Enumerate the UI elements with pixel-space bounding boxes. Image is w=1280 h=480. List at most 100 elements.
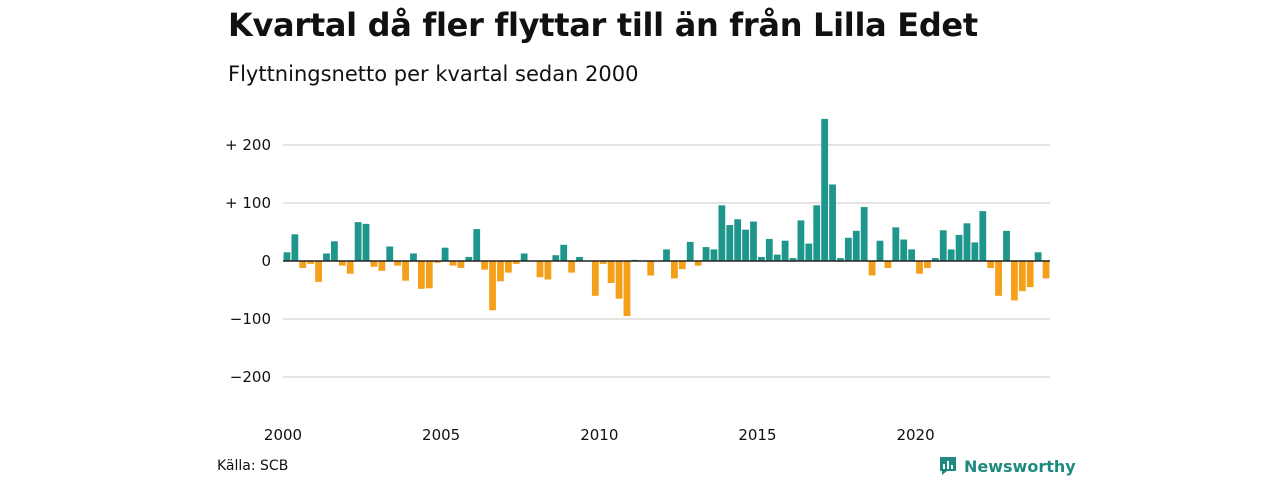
y-tick-label: 0 — [261, 252, 271, 270]
bar — [433, 261, 441, 263]
brand-name: Newsworthy — [964, 456, 1076, 476]
bar — [939, 230, 947, 261]
bar — [844, 237, 852, 261]
bar — [591, 261, 599, 296]
bar — [963, 223, 971, 261]
bar — [955, 234, 963, 261]
bar — [979, 211, 987, 261]
bar — [473, 229, 481, 261]
y-tick-label: −100 — [230, 310, 271, 328]
bar — [671, 261, 678, 279]
bar — [916, 261, 923, 274]
x-tick-label: 2010 — [580, 426, 618, 444]
bar — [892, 227, 900, 261]
bar — [742, 229, 749, 261]
bar — [773, 254, 781, 261]
source-note: Källa: SCB — [217, 458, 289, 474]
bar — [678, 261, 686, 270]
bar — [331, 241, 338, 261]
gridlines — [283, 144, 1050, 378]
bar — [504, 261, 512, 273]
bar — [568, 261, 576, 273]
bar — [576, 256, 583, 261]
bar — [378, 261, 386, 271]
bar — [789, 258, 797, 261]
bar — [694, 261, 702, 266]
bar — [852, 230, 860, 261]
bar — [615, 261, 623, 299]
y-tick-label: + 200 — [225, 136, 271, 154]
bar — [1034, 252, 1042, 261]
bar — [512, 261, 520, 264]
bar — [1011, 261, 1018, 301]
bar — [497, 261, 504, 282]
bar — [821, 118, 829, 262]
bar — [354, 222, 362, 261]
bar — [860, 207, 868, 261]
bar — [750, 221, 757, 261]
y-tick-label: + 100 — [225, 194, 271, 212]
bar — [995, 261, 1002, 296]
bar — [425, 261, 433, 289]
bar — [710, 249, 718, 261]
bar — [441, 247, 449, 261]
bar — [315, 261, 322, 282]
y-tick-label: −200 — [230, 368, 271, 386]
bar — [686, 241, 694, 261]
bar — [900, 239, 908, 261]
bar — [465, 256, 473, 261]
x-tick-label: 2015 — [738, 426, 776, 444]
bar — [781, 240, 789, 261]
bar — [797, 220, 805, 261]
bar — [599, 261, 607, 264]
bar — [947, 249, 955, 261]
newsworthy-logo-icon — [940, 457, 956, 475]
bar — [544, 261, 552, 280]
bar — [560, 244, 568, 261]
bar — [489, 261, 496, 311]
bar — [884, 261, 892, 268]
bar — [876, 240, 884, 261]
bar — [765, 238, 773, 261]
brand-logo[interactable]: Newsworthy — [938, 455, 1076, 477]
bar — [410, 253, 417, 261]
bar — [362, 223, 370, 261]
bar — [536, 261, 544, 278]
bar — [829, 184, 836, 261]
bar — [805, 243, 813, 261]
bar — [291, 234, 299, 261]
x-tick-label: 2020 — [896, 426, 934, 444]
bar — [1003, 230, 1010, 261]
bar — [1042, 261, 1050, 279]
x-tick-label: 2000 — [264, 426, 302, 444]
bar — [299, 261, 307, 268]
bar — [323, 253, 330, 261]
bar — [726, 225, 734, 261]
bar — [520, 253, 528, 261]
chart-title: Kvartal då fler flyttar till än från Lil… — [228, 6, 978, 44]
bar — [623, 261, 631, 317]
chart-subtitle: Flyttningsnetto per kvartal sedan 2000 — [228, 62, 639, 86]
bar — [718, 205, 726, 261]
bar — [417, 261, 425, 289]
bar — [647, 261, 655, 276]
bar — [837, 258, 844, 261]
bar — [663, 249, 670, 261]
bar — [283, 252, 291, 261]
bar — [346, 261, 354, 274]
bar — [449, 261, 457, 266]
bar — [931, 258, 939, 261]
bar — [338, 261, 346, 266]
bar — [386, 246, 394, 261]
bar — [607, 261, 615, 284]
bar — [971, 242, 979, 261]
bar — [1026, 261, 1034, 288]
bar — [394, 261, 402, 266]
bars — [283, 118, 1050, 317]
bar — [813, 205, 821, 261]
bar — [908, 249, 916, 261]
x-tick-label: 2005 — [422, 426, 460, 444]
x-axis-labels: 2000 2005 2010 2015 2020 — [264, 426, 935, 444]
bar — [757, 256, 765, 261]
bar — [1018, 261, 1026, 292]
